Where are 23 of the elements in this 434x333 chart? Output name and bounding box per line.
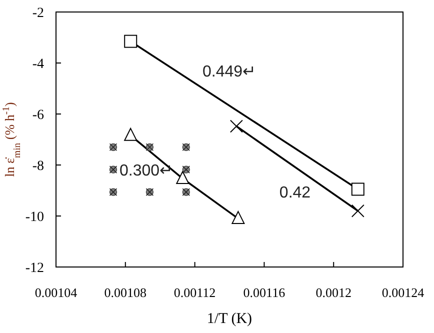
x-axis-title: 1/T (K)	[206, 311, 252, 327]
point	[351, 182, 364, 196]
x-tick-label: 0.00104	[34, 285, 78, 300]
y-tick-label: -4	[32, 56, 44, 72]
annotation: 0.300↵	[119, 162, 173, 180]
point	[124, 34, 138, 48]
y-tick-label: -2	[32, 6, 44, 21]
x-tick-label: 0.00108	[104, 285, 147, 300]
x-tick-label: 0.00124	[382, 285, 425, 300]
y-tick-label: -6	[32, 108, 44, 123]
y-tick-label: -12	[25, 260, 44, 276]
annotation: 0.449↵	[202, 64, 256, 81]
y-tick-label: -10	[25, 210, 44, 225]
x-tick-label: 0.00116	[243, 285, 286, 300]
point	[176, 171, 190, 184]
x-tick-label: 0.00112	[174, 285, 216, 300]
point	[351, 204, 364, 218]
y-tick-label: -8	[32, 158, 44, 174]
point	[124, 128, 138, 141]
annotation: 0.42	[279, 184, 311, 202]
x-tick-label: 0.0012	[316, 285, 352, 300]
point	[230, 120, 243, 133]
point	[232, 211, 245, 224]
